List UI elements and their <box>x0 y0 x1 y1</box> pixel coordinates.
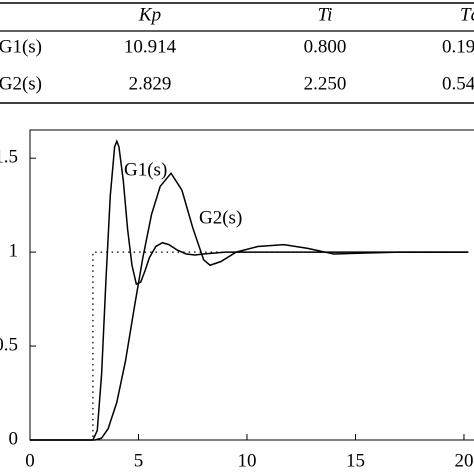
x-tick-label: 10 <box>237 450 256 471</box>
line-series <box>30 251 469 441</box>
line-series <box>30 139 469 441</box>
x-tick-label: 0 <box>25 450 35 471</box>
x-tick-label: 15 <box>346 450 365 471</box>
y-tick-label: 1.5 <box>0 147 18 168</box>
x-tick-label: 20 <box>454 450 473 471</box>
column-header: Kp <box>138 4 161 25</box>
table-cell: 10.914 <box>124 36 177 57</box>
table-cell: 0.54 <box>442 73 474 94</box>
series-annotation: G1(s) <box>124 159 167 180</box>
parameter-table: Kp Ti Td G1(s) 10.914 0.800 0.19 G2(s) 2… <box>0 2 474 104</box>
series-annotation: G2(s) <box>199 207 242 228</box>
row-label: G2(s) <box>0 73 42 94</box>
x-tick-label: 5 <box>134 450 144 471</box>
plot-frame <box>29 129 474 441</box>
table-cell: 0.800 <box>304 36 347 57</box>
row-label: G1(s) <box>0 36 42 57</box>
table-cell: 2.250 <box>304 73 347 94</box>
y-tick-label: 0 <box>9 428 19 449</box>
table-cell: 0.19 <box>442 36 474 57</box>
column-header: Td <box>460 4 474 25</box>
table-cell: 2.829 <box>129 73 172 94</box>
line-series <box>30 171 469 441</box>
y-tick-label: 1 <box>9 240 19 261</box>
y-tick-label: 0.5 <box>0 334 18 355</box>
column-header: Ti <box>318 4 333 25</box>
